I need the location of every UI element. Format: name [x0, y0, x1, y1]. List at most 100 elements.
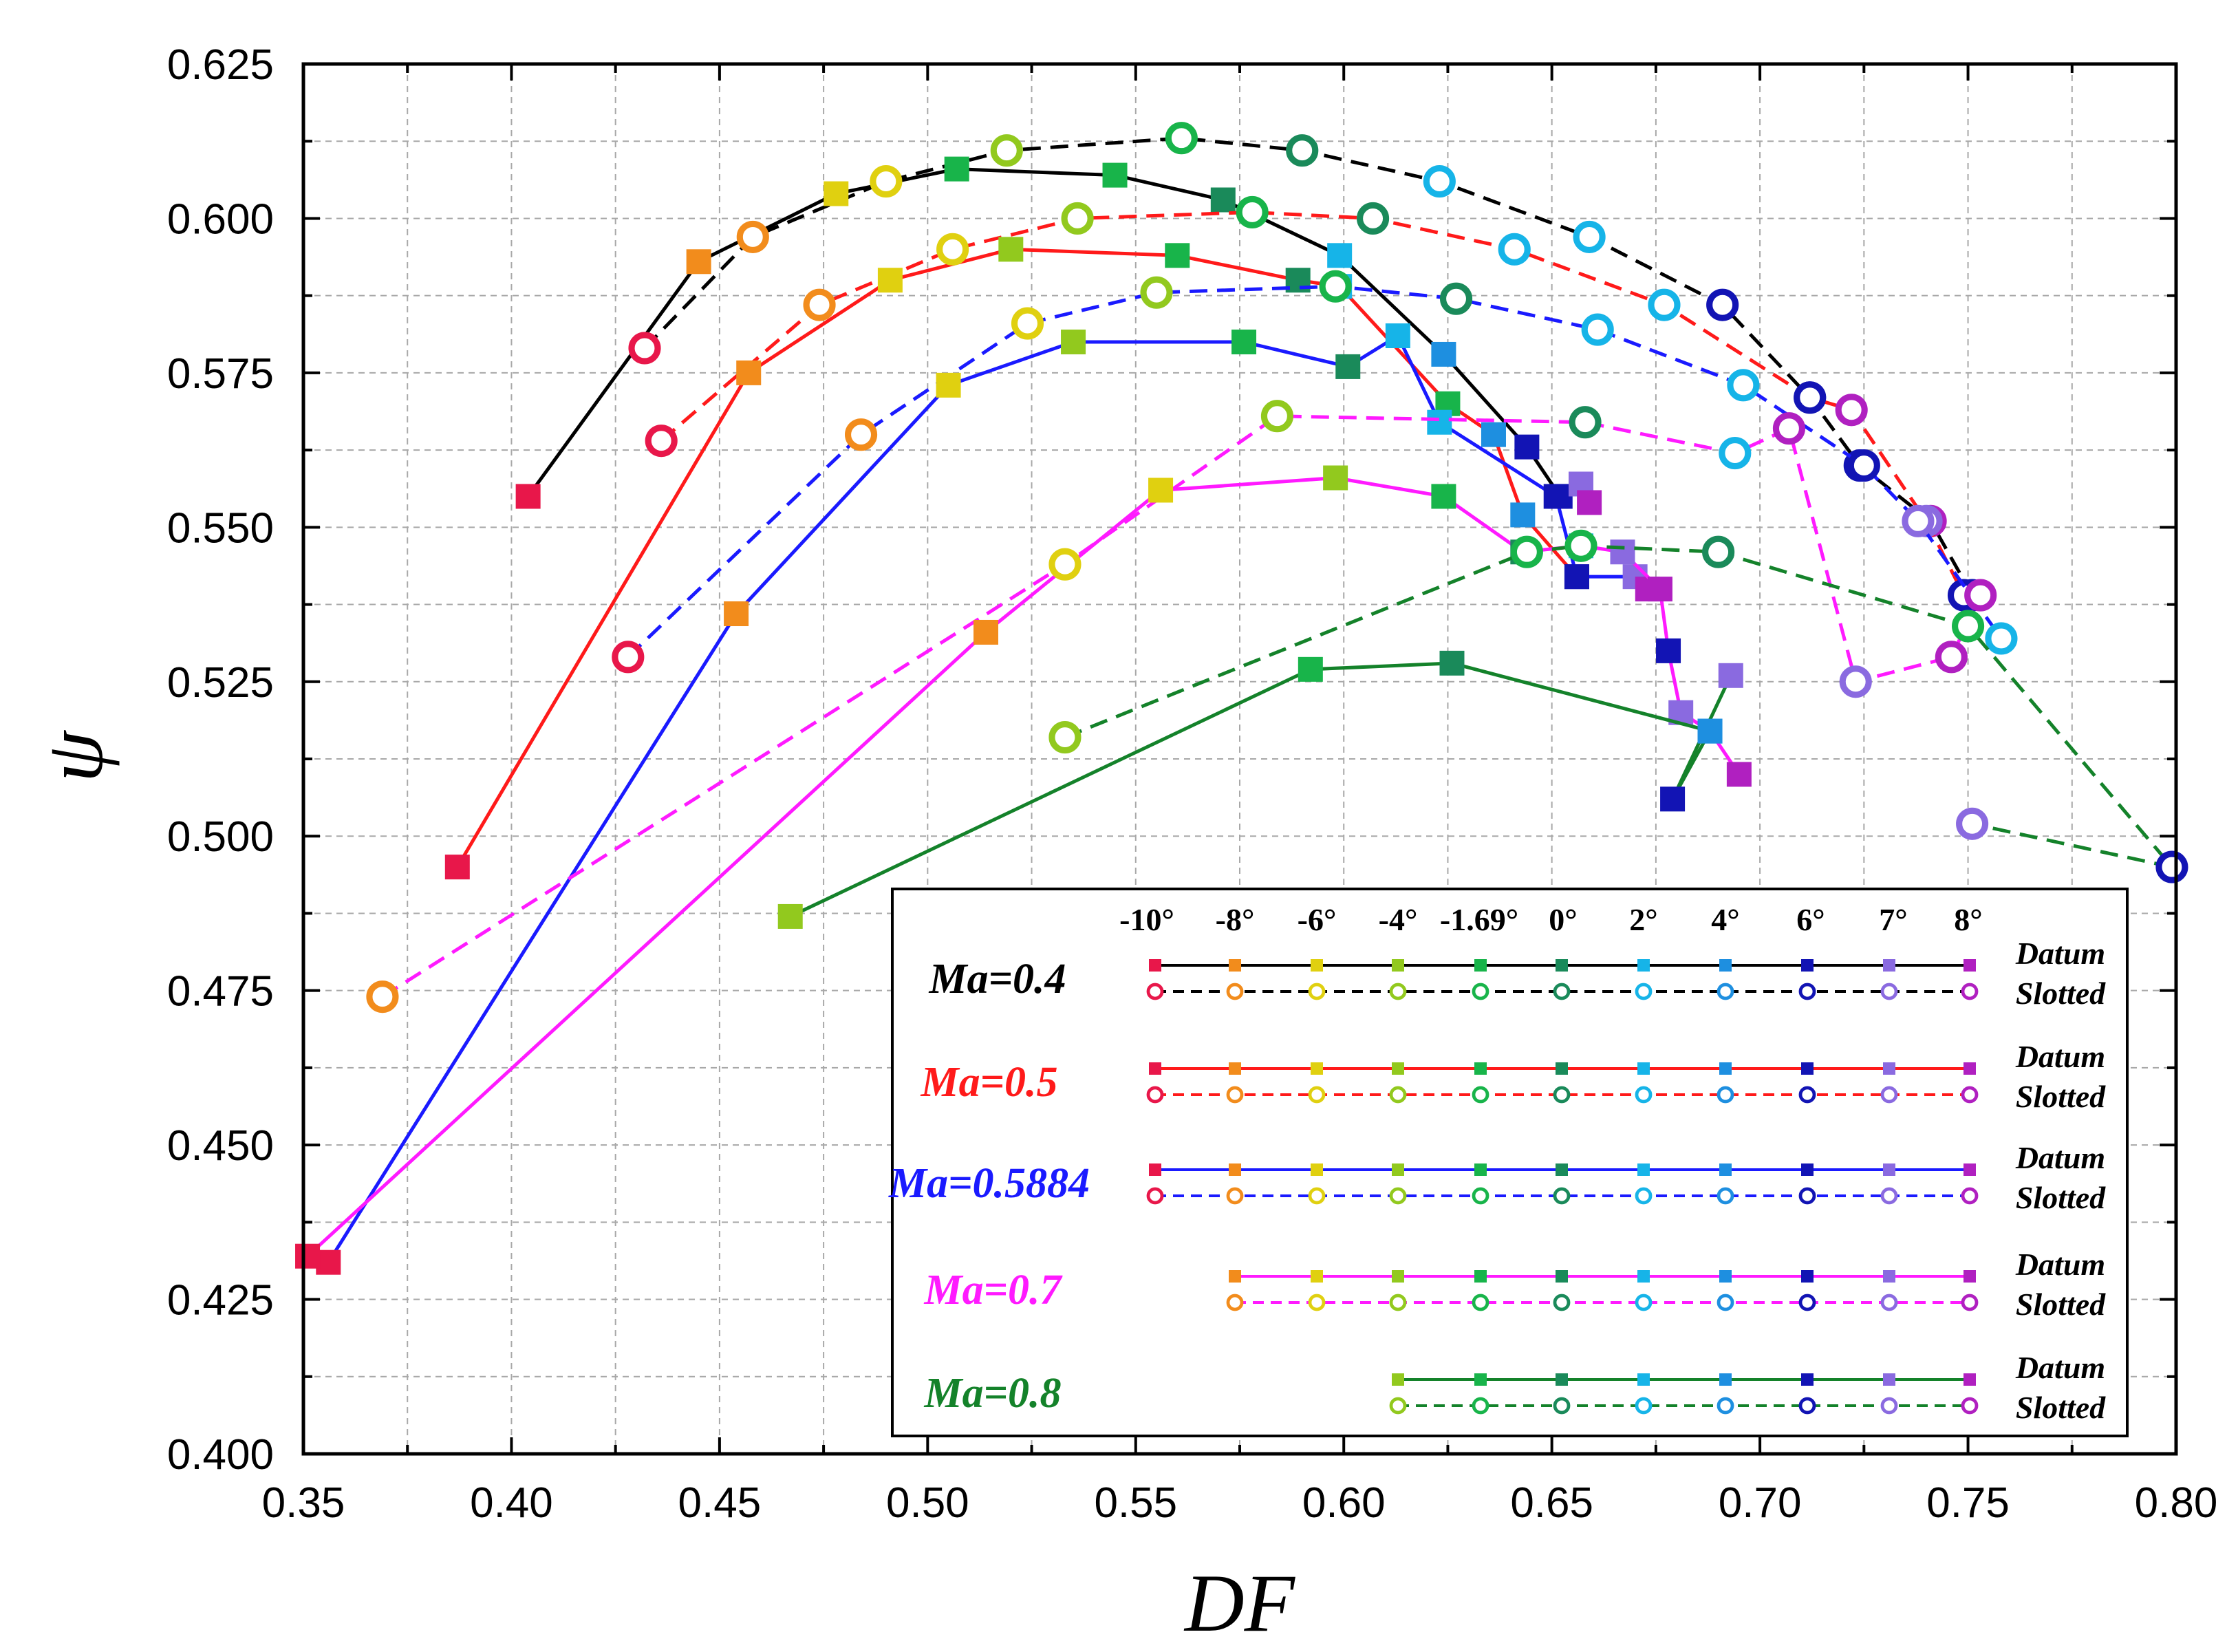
- legend-datum-marker: [1474, 1270, 1487, 1283]
- legend-slotted-marker: [1308, 1294, 1326, 1311]
- y-tick-label: 0.400: [167, 1431, 274, 1479]
- datum-point: [1210, 187, 1236, 213]
- slotted-point: [1260, 400, 1293, 433]
- slotted-point: [1439, 282, 1473, 315]
- legend-datum-marker: [1229, 1163, 1241, 1176]
- legend-slotted-marker: [1880, 1397, 1898, 1415]
- legend-slotted-marker: [1880, 1294, 1898, 1311]
- legend-datum-marker: [1149, 959, 1161, 972]
- legend-slotted-label: Slotted: [2016, 1079, 2106, 1114]
- legend-slotted-marker: [1961, 1294, 1979, 1311]
- slotted-point: [1236, 195, 1269, 229]
- y-tick-label: 0.525: [167, 659, 274, 707]
- y-axis-title: ψ: [28, 729, 120, 782]
- legend-slotted-marker: [1553, 1397, 1571, 1415]
- slotted-point: [1935, 641, 1968, 674]
- slotted-point: [1573, 220, 1606, 253]
- legend-slotted-label: Slotted: [2016, 976, 2106, 1011]
- slotted-point: [1061, 202, 1094, 235]
- legend-datum-marker: [1963, 1373, 1976, 1386]
- legend-angle-label: -1.69°: [1440, 902, 1518, 937]
- datum-point: [1647, 577, 1672, 602]
- legend-angle-label: 2°: [1629, 902, 1657, 937]
- legend-slotted-marker: [1553, 1294, 1571, 1311]
- legend-datum-marker: [1883, 1062, 1895, 1075]
- slotted-point: [1794, 381, 1827, 414]
- legend-series-label: Ma=0.8: [924, 1370, 1062, 1417]
- slotted-point: [612, 641, 645, 674]
- legend-angle-label: -10°: [1119, 902, 1174, 937]
- datum-point: [998, 237, 1024, 262]
- datum-point: [1385, 323, 1410, 349]
- legend-datum-marker: [1963, 1270, 1976, 1283]
- y-tick-label: 0.575: [167, 350, 274, 398]
- legend-slotted-marker: [1798, 983, 1816, 1000]
- x-tick-label: 0.65: [1510, 1479, 1593, 1527]
- legend-datum-marker: [1637, 1270, 1650, 1283]
- slotted-point: [1319, 270, 1352, 303]
- legend-slotted-marker: [1389, 1187, 1407, 1205]
- slotted-point: [1964, 579, 1997, 612]
- legend-datum-marker: [1637, 1373, 1650, 1386]
- datum-point: [1481, 422, 1506, 447]
- legend-datum-marker: [1392, 1373, 1404, 1386]
- legend-slotted-marker: [1880, 983, 1898, 1000]
- datum-point: [777, 903, 803, 929]
- legend-datum-marker: [1719, 959, 1732, 972]
- x-tick-label: 0.35: [262, 1479, 345, 1527]
- legend-slotted-marker: [1553, 1086, 1571, 1104]
- legend-datum-marker: [1392, 959, 1404, 972]
- legend-datum-marker: [1311, 1062, 1323, 1075]
- x-tick-label: 0.50: [886, 1479, 969, 1527]
- legend-slotted-marker: [1553, 1187, 1571, 1205]
- slotted-point: [1951, 610, 1985, 643]
- slotted-point: [1498, 233, 1531, 266]
- legend-slotted-marker: [1472, 983, 1489, 1000]
- legend-datum-marker: [1801, 959, 1814, 972]
- legend-slotted-marker: [1308, 1187, 1326, 1205]
- x-tick-label: 0.80: [2135, 1479, 2218, 1527]
- datum-point: [1697, 718, 1723, 744]
- legend-slotted-marker: [1961, 1187, 1979, 1205]
- slotted-point: [1956, 807, 1989, 840]
- legend-slotted-marker: [1798, 1086, 1816, 1104]
- legend-datum-marker: [1637, 959, 1650, 972]
- slotted-point: [1702, 535, 1735, 568]
- legend-slotted-marker: [1308, 983, 1326, 1000]
- slotted-point: [1165, 122, 1198, 155]
- legend-slotted-marker: [1798, 1294, 1816, 1311]
- datum-point: [1148, 478, 1174, 503]
- legend-slotted-marker: [1717, 983, 1734, 1000]
- slotted-point: [1902, 504, 1935, 537]
- slotted-point: [736, 220, 769, 253]
- datum-point: [877, 268, 903, 293]
- legend-slotted-marker: [1717, 1187, 1734, 1205]
- slotted-point: [628, 332, 661, 365]
- legend-slotted-marker: [1635, 1086, 1653, 1104]
- legend-angle-label: -8°: [1216, 902, 1255, 937]
- legend-datum-marker: [1311, 1163, 1323, 1176]
- datum-point: [1726, 762, 1752, 787]
- legend-slotted-marker: [1635, 983, 1653, 1000]
- legend-slotted-marker: [1717, 1294, 1734, 1311]
- legend-slotted-marker: [1308, 1086, 1326, 1104]
- datum-point: [316, 1249, 341, 1275]
- legend-datum-marker: [1963, 1163, 1976, 1176]
- datum-point: [1231, 330, 1257, 354]
- slotted-point: [803, 288, 836, 321]
- legend-angle-label: -4°: [1379, 902, 1418, 937]
- legend-datum-marker: [1474, 1163, 1487, 1176]
- y-tick-label: 0.475: [167, 968, 274, 1016]
- legend-slotted-marker: [1472, 1187, 1489, 1205]
- y-tick-label: 0.550: [167, 504, 274, 552]
- datum-point: [686, 249, 711, 275]
- legend-slotted-marker: [1472, 1294, 1489, 1311]
- legend-slotted-marker: [1226, 983, 1244, 1000]
- series-group: [777, 529, 2188, 929]
- series-line-slotted: [660, 210, 1966, 597]
- slotted-point: [2155, 850, 2188, 883]
- legend-datum-label: Datum: [2015, 1039, 2105, 1074]
- datum-point: [1323, 465, 1348, 491]
- slotted-point: [1772, 412, 1806, 445]
- datum-point: [936, 372, 961, 398]
